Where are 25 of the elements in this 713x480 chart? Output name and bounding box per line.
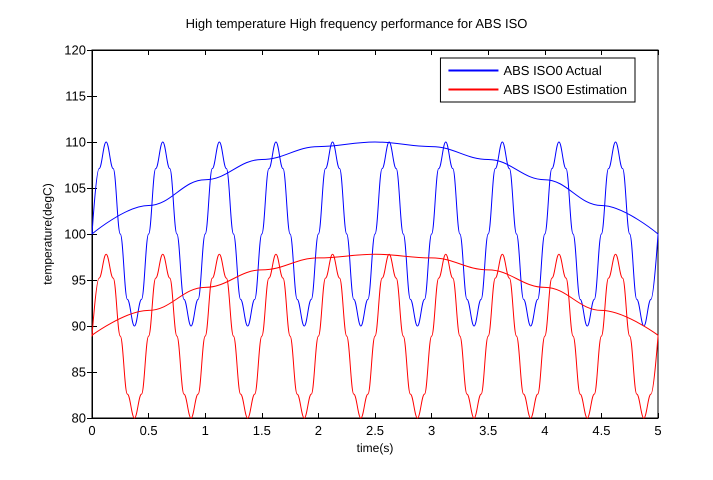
chart-title: High temperature High frequency performance for ABS ISO [186, 16, 528, 31]
legend-label: ABS ISO0 Estimation [503, 82, 628, 97]
x-tick-label: 0 [88, 423, 96, 438]
y-tick-label: 95 [72, 272, 86, 288]
y-axis-title: temperature(degC) [40, 183, 54, 285]
y-tick-label: 115 [65, 88, 86, 104]
x-tick-label: 2.5 [366, 423, 384, 438]
x-tick-label: 4 [541, 423, 548, 438]
x-tick-label: 1.5 [252, 423, 271, 438]
y-tick-label: 120 [64, 42, 86, 58]
legend-label: ABS ISO0 Actual [503, 63, 602, 78]
y-tick-label: 110 [65, 134, 86, 150]
x-tick-label: 5 [654, 423, 662, 438]
x-tick-label: 1 [202, 423, 209, 438]
y-tick-label: 80 [72, 410, 86, 426]
y-tick-label: 85 [72, 364, 86, 380]
x-tick-label: 0.5 [140, 423, 158, 438]
y-tick-label: 100 [64, 226, 86, 242]
x-tick-label: 4.5 [592, 423, 610, 438]
x-tick-label: 2 [314, 423, 322, 438]
x-tick-label: 3.5 [479, 423, 498, 438]
y-tick-label: 90 [72, 318, 86, 334]
x-axis-title: time(s) [356, 441, 394, 455]
y-tick-label: 105 [64, 180, 86, 196]
x-tick-label: 3 [428, 423, 436, 438]
